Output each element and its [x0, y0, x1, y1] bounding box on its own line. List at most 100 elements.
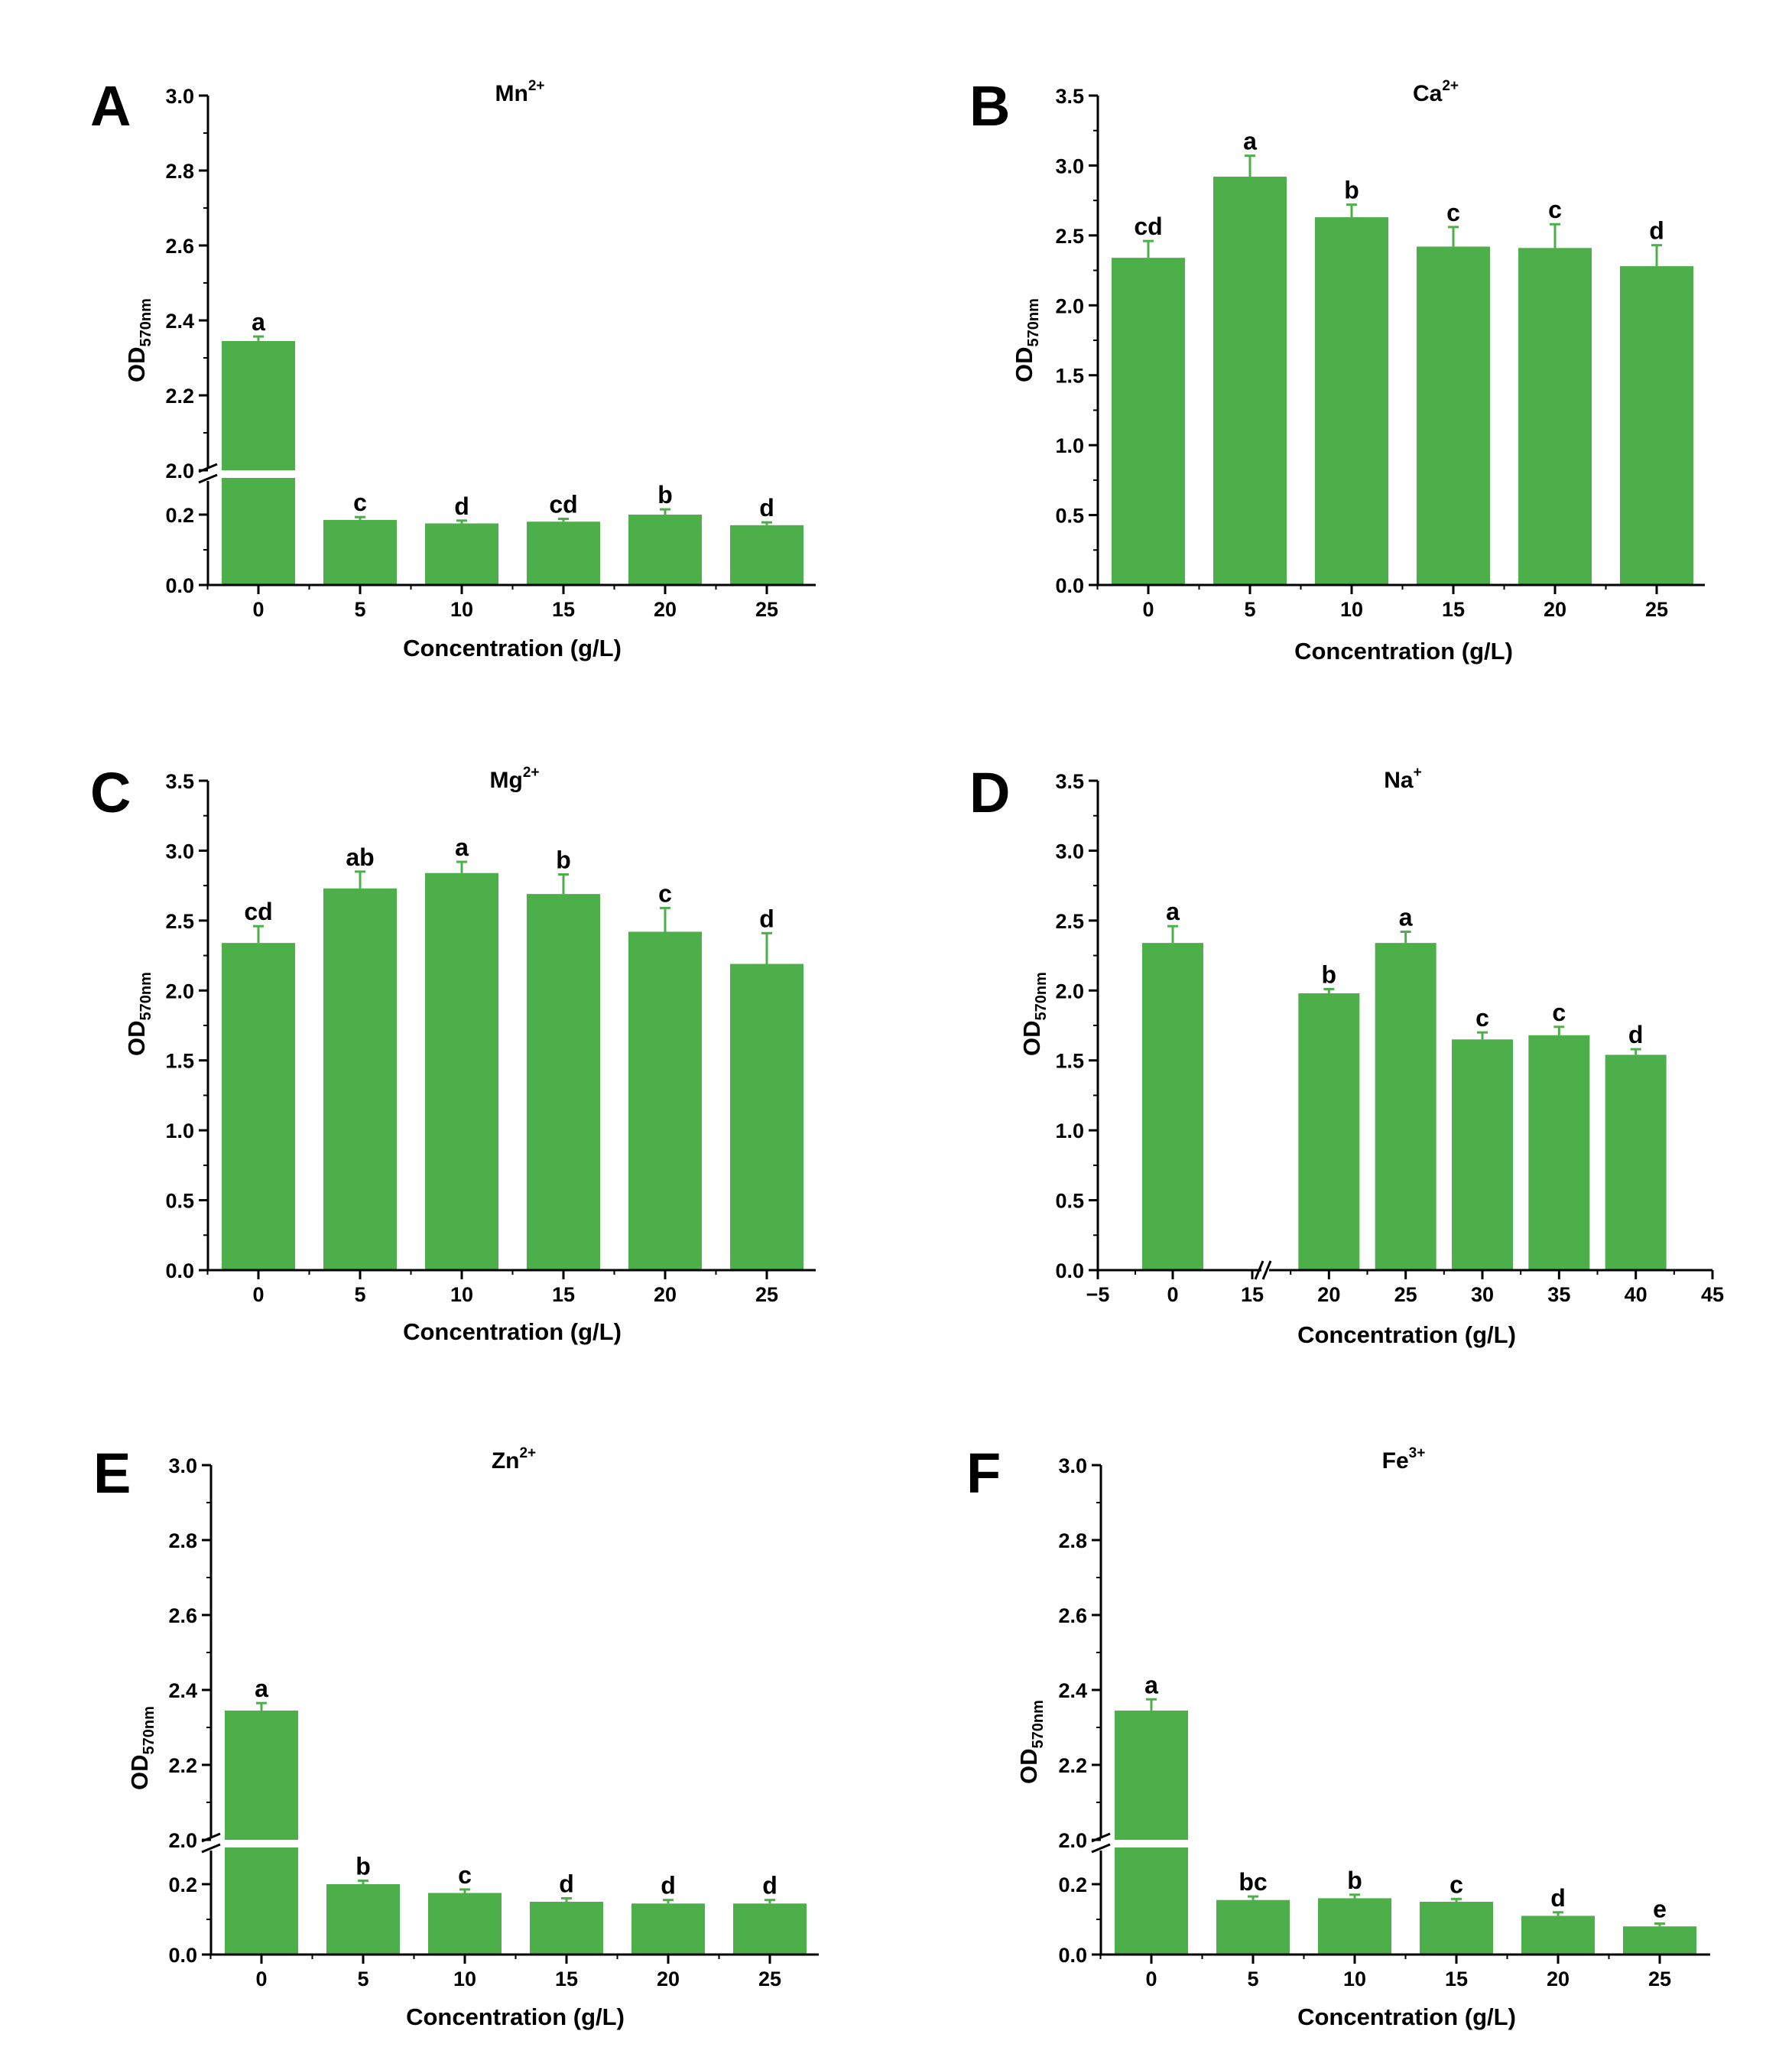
bar-20 [628, 931, 702, 1270]
significance-letter: d [1550, 1884, 1566, 1912]
y-tick-label: 2.0 [168, 1829, 197, 1852]
x-tick-label: 25 [1645, 598, 1668, 621]
y-tick-label: 3.0 [165, 840, 194, 863]
bar-25 [1375, 943, 1437, 1270]
significance-letter: c [1450, 1870, 1463, 1898]
x-tick-label: 20 [1547, 1968, 1570, 1990]
x-tick-label: 5 [354, 1283, 365, 1306]
panel-title: Ca2+ [1321, 79, 1550, 106]
y-tick-label: 0.2 [168, 1873, 197, 1896]
x-tick-label: 5 [354, 598, 365, 621]
panel-title: Zn2+ [399, 1446, 628, 1474]
bar-25 [730, 525, 803, 585]
y-axis-break-mark [1091, 1832, 1111, 1854]
bar-40 [1605, 1054, 1667, 1270]
y-tick-label: 0.5 [1055, 505, 1084, 528]
y-axis-break-mark [201, 1832, 221, 1854]
x-axis-label: Concentration (g/L) [403, 635, 622, 661]
bar-25 [1620, 266, 1693, 585]
x-tick-label: 10 [450, 1283, 473, 1306]
x-axis-label: Concentration (g/L) [1294, 638, 1513, 665]
bar-10 [428, 1893, 502, 1955]
bar-15 [1417, 246, 1490, 585]
title-sup: 2+ [528, 78, 545, 94]
panel-label: B [969, 74, 1011, 138]
y-tick-label: 2.8 [1058, 1529, 1087, 1552]
x-tick-label: 15 [552, 598, 575, 621]
x-tick-label: −5 [1086, 1283, 1110, 1306]
significance-letter: b [1322, 960, 1337, 988]
significance-letter: b [1347, 1867, 1362, 1894]
y-tick-label: 0.0 [1055, 574, 1084, 597]
y-tick-label: 3.0 [1058, 1454, 1087, 1477]
y-tick-label: 2.2 [168, 1754, 197, 1777]
title-base: Zn [491, 1448, 520, 1474]
significance-letter: d [559, 1870, 574, 1897]
bar-5 [1216, 1899, 1290, 1955]
bar-25 [1623, 1926, 1696, 1955]
panel-a: A Mn2+ OD570nm Concentration (g/L) a c d cd… [0, 0, 896, 685]
bar-25 [733, 1903, 807, 1955]
panel-title: Mg2+ [400, 765, 629, 792]
bar-0 [225, 1710, 298, 1955]
bar-20 [1298, 993, 1360, 1270]
y-tick-label: 0.0 [1055, 1259, 1084, 1282]
significance-letter: cd [549, 491, 577, 518]
significance-letter: a [1166, 898, 1180, 925]
y-tick-label: 2.0 [1058, 1829, 1087, 1852]
x-tick-label: 25 [755, 598, 778, 621]
y-tick-label: 0.0 [168, 1944, 197, 1967]
x-tick-label: 10 [453, 1968, 476, 1990]
bar-5 [323, 519, 397, 585]
x-axis-label: Concentration (g/L) [1297, 2003, 1516, 2030]
significance-letter: d [759, 905, 774, 932]
x-axis-label: Concentration (g/L) [406, 2003, 625, 2030]
significance-letter: d [759, 494, 774, 522]
x-tick-label: 15 [1241, 1283, 1264, 1306]
significance-letter: a [1243, 128, 1257, 155]
title-sup: 2+ [519, 1445, 537, 1461]
significance-letter: b [1344, 177, 1359, 204]
bar-20 [628, 515, 702, 585]
y-tick-label: 0.2 [165, 504, 194, 527]
title-sup: + [1413, 765, 1422, 781]
y-tick-label: 2.5 [1055, 910, 1084, 933]
x-axis-break-mark [1254, 1260, 1272, 1280]
y-tick-label: 3.0 [165, 85, 194, 108]
x-tick-label: 0 [1167, 1283, 1178, 1306]
significance-letter: a [1399, 903, 1413, 931]
significance-letter: a [255, 1675, 268, 1702]
x-tick-label: 35 [1547, 1283, 1570, 1306]
y-tick-label: 0.0 [1058, 1944, 1087, 1967]
y-tick-label: 1.5 [1055, 1050, 1084, 1073]
bar-15 [530, 1902, 603, 1955]
y-tick-label: 2.8 [168, 1529, 197, 1552]
significance-letter: ab [346, 843, 374, 871]
y-tick-label: 2.2 [1058, 1754, 1087, 1777]
bar-5 [1213, 177, 1287, 586]
panel-label: D [969, 761, 1011, 824]
y-tick-label: 3.0 [1055, 840, 1084, 863]
x-tick-label: 20 [1317, 1283, 1340, 1306]
x-tick-label: 45 [1701, 1283, 1724, 1306]
y-tick-label: 3.5 [165, 770, 194, 793]
y-tick-label: 2.6 [165, 235, 194, 258]
bar-20 [1521, 1916, 1595, 1955]
y-axis-break-mark [198, 463, 218, 484]
x-tick-label: 0 [1145, 1968, 1157, 1990]
title-base: Fe [1381, 1448, 1409, 1474]
y-tick-label: 1.5 [165, 1050, 194, 1073]
x-tick-label: 15 [555, 1968, 578, 1990]
y-tick-label: 3.5 [1055, 770, 1084, 793]
bar-break-gap [1114, 1840, 1189, 1847]
significance-letter: b [556, 847, 571, 874]
x-tick-label: 15 [1445, 1968, 1468, 1990]
y-tick-label: 2.4 [1058, 1679, 1087, 1702]
title-base: Mn [495, 81, 528, 106]
bar-break-gap [224, 1840, 299, 1847]
y-tick-label: 2.6 [168, 1604, 197, 1627]
x-tick-label: 15 [552, 1283, 575, 1306]
significance-letter: c [1475, 1004, 1489, 1032]
y-tick-label: 3.0 [168, 1454, 197, 1477]
